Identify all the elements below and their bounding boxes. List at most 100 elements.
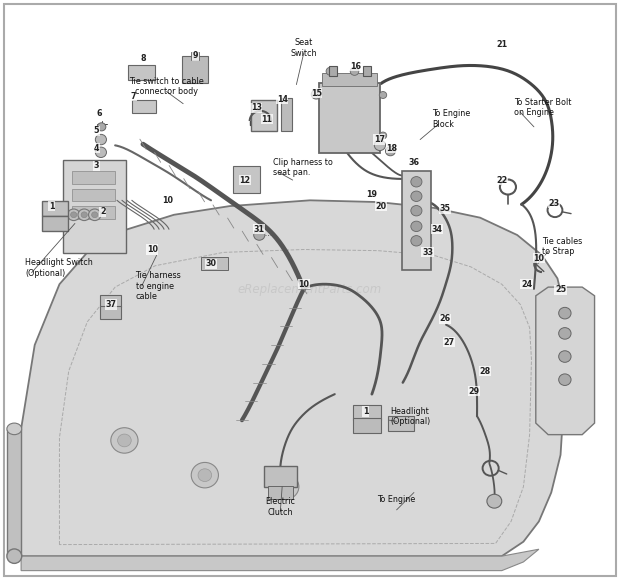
- Circle shape: [71, 212, 77, 218]
- Text: 14: 14: [277, 95, 288, 104]
- Circle shape: [559, 307, 571, 319]
- Circle shape: [379, 92, 387, 99]
- Text: 29: 29: [468, 387, 479, 396]
- Text: 10: 10: [298, 280, 309, 289]
- Text: 1: 1: [49, 202, 54, 211]
- Text: eReplacementParts.com: eReplacementParts.com: [238, 284, 382, 296]
- Text: 3: 3: [94, 161, 99, 170]
- Text: 16: 16: [350, 61, 361, 71]
- Circle shape: [111, 427, 138, 453]
- Text: 34: 34: [432, 224, 442, 234]
- Circle shape: [559, 328, 571, 339]
- Bar: [281, 98, 292, 132]
- Text: To Engine
Block: To Engine Block: [433, 110, 471, 129]
- Text: 26: 26: [440, 314, 450, 324]
- Text: 4: 4: [94, 144, 99, 153]
- Text: 10: 10: [147, 245, 157, 254]
- Text: Tie harness
to engine
cable: Tie harness to engine cable: [136, 271, 181, 301]
- Bar: [128, 66, 156, 80]
- Circle shape: [411, 191, 422, 201]
- Circle shape: [97, 123, 106, 131]
- FancyBboxPatch shape: [264, 466, 297, 487]
- Text: 36: 36: [409, 158, 419, 167]
- Text: 5: 5: [94, 126, 99, 135]
- Circle shape: [198, 469, 211, 481]
- Text: 9: 9: [193, 51, 198, 60]
- Text: 17: 17: [374, 135, 385, 144]
- FancyBboxPatch shape: [63, 160, 126, 253]
- Bar: [322, 73, 377, 86]
- FancyBboxPatch shape: [388, 416, 414, 431]
- Bar: [402, 171, 432, 270]
- FancyBboxPatch shape: [232, 166, 260, 193]
- Circle shape: [81, 212, 87, 218]
- Text: Electric
Clutch: Electric Clutch: [265, 497, 295, 517]
- Text: 8: 8: [140, 54, 146, 63]
- Text: 30: 30: [205, 259, 216, 269]
- Circle shape: [379, 132, 387, 139]
- Text: 35: 35: [440, 205, 450, 213]
- Text: 10: 10: [162, 196, 173, 205]
- Circle shape: [89, 209, 101, 220]
- Text: 23: 23: [549, 199, 560, 208]
- Text: 2: 2: [100, 208, 105, 216]
- Circle shape: [559, 351, 571, 362]
- Circle shape: [411, 221, 422, 231]
- Text: Clip harness to
seat pan.: Clip harness to seat pan.: [273, 158, 333, 177]
- Text: 15: 15: [311, 89, 322, 98]
- Circle shape: [191, 462, 218, 488]
- Text: 31: 31: [254, 224, 265, 234]
- Circle shape: [278, 480, 292, 493]
- FancyBboxPatch shape: [42, 216, 68, 231]
- Circle shape: [311, 90, 321, 99]
- Text: Headlight
(Optional): Headlight (Optional): [391, 407, 431, 426]
- Text: 21: 21: [496, 39, 507, 49]
- Text: 33: 33: [422, 248, 433, 257]
- Circle shape: [411, 235, 422, 246]
- Text: To Engine: To Engine: [378, 495, 416, 505]
- Text: 10: 10: [533, 253, 544, 263]
- Bar: [191, 52, 198, 60]
- Polygon shape: [21, 549, 539, 571]
- Polygon shape: [536, 287, 595, 434]
- Text: 13: 13: [250, 103, 262, 113]
- Text: 19: 19: [366, 190, 378, 199]
- FancyBboxPatch shape: [353, 418, 381, 433]
- Circle shape: [254, 230, 265, 240]
- Bar: [363, 66, 371, 77]
- Text: 22: 22: [496, 176, 507, 184]
- Text: 18: 18: [386, 144, 397, 153]
- FancyBboxPatch shape: [268, 485, 293, 499]
- Ellipse shape: [7, 423, 22, 434]
- Circle shape: [411, 176, 422, 187]
- Bar: [319, 84, 380, 153]
- FancyBboxPatch shape: [251, 100, 277, 132]
- Circle shape: [326, 67, 335, 75]
- Circle shape: [272, 474, 299, 499]
- FancyBboxPatch shape: [353, 405, 381, 419]
- Text: Tie switch to cable
connector body: Tie switch to cable connector body: [129, 77, 204, 96]
- Circle shape: [118, 434, 131, 447]
- FancyBboxPatch shape: [200, 257, 228, 270]
- Bar: [72, 171, 115, 184]
- Text: 25: 25: [555, 285, 566, 295]
- FancyBboxPatch shape: [42, 201, 68, 216]
- Circle shape: [92, 212, 98, 218]
- Text: 1: 1: [363, 407, 368, 416]
- Circle shape: [68, 209, 80, 220]
- Text: 6: 6: [97, 109, 102, 118]
- Circle shape: [95, 135, 107, 145]
- Circle shape: [487, 494, 502, 508]
- Bar: [72, 206, 115, 219]
- Bar: [133, 100, 156, 113]
- FancyBboxPatch shape: [182, 56, 208, 83]
- Circle shape: [386, 147, 396, 156]
- Text: To Starter Bolt
on Engine: To Starter Bolt on Engine: [514, 98, 572, 117]
- Circle shape: [374, 140, 386, 151]
- Text: 20: 20: [376, 202, 387, 211]
- FancyBboxPatch shape: [100, 295, 121, 307]
- Circle shape: [411, 205, 422, 216]
- Circle shape: [78, 209, 91, 220]
- Circle shape: [350, 67, 359, 75]
- FancyBboxPatch shape: [100, 306, 121, 319]
